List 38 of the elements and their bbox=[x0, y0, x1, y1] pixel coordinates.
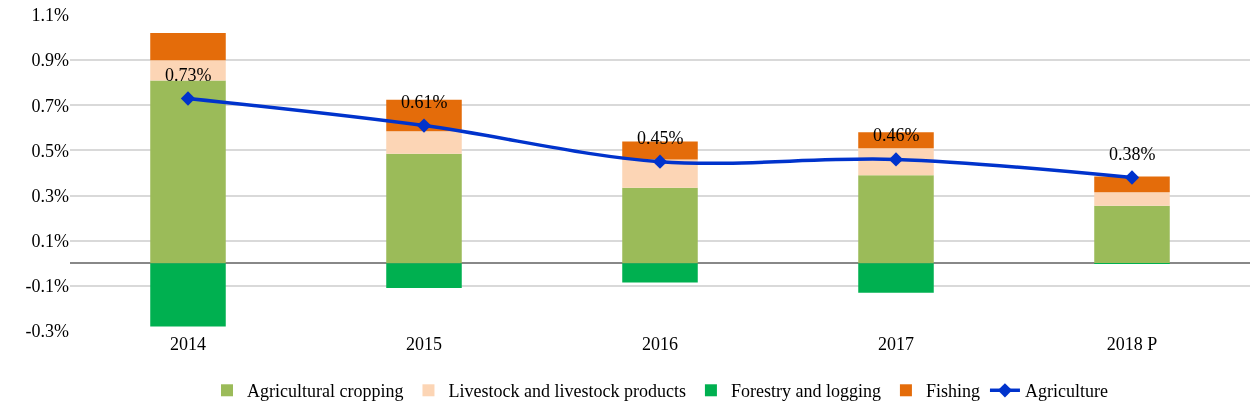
bar bbox=[150, 80, 226, 264]
bar bbox=[622, 187, 698, 264]
bar bbox=[1094, 192, 1170, 206]
data-label: 0.73% bbox=[165, 65, 212, 85]
point bbox=[416, 118, 432, 133]
x-tick-label: 2014 bbox=[170, 334, 206, 354]
point bbox=[888, 152, 904, 167]
bar bbox=[858, 175, 934, 264]
x-tick-label: 2015 bbox=[406, 334, 442, 354]
y-tick-label: 0.9% bbox=[31, 50, 69, 71]
y-tick-label: 0.5% bbox=[31, 140, 69, 161]
x-tick-label: 2017 bbox=[878, 334, 914, 354]
y-tick-label: 0.7% bbox=[31, 95, 69, 116]
y-tick-label: -0.3% bbox=[25, 321, 69, 342]
point bbox=[652, 154, 668, 169]
y-tick-label: 0.3% bbox=[31, 185, 69, 206]
y-tick-label: 1.1% bbox=[31, 5, 69, 26]
legend-label: Agriculture bbox=[1024, 381, 1108, 402]
bar bbox=[386, 153, 462, 264]
legend-label: Livestock and livestock products bbox=[448, 381, 686, 402]
bar bbox=[1094, 176, 1170, 193]
legend-label: Agricultural cropping bbox=[247, 381, 404, 402]
y-tick-label: 0.1% bbox=[31, 231, 69, 252]
bar bbox=[1094, 205, 1170, 264]
bar bbox=[386, 131, 462, 154]
bar bbox=[386, 263, 462, 289]
x-tick-label: 2018 P bbox=[1106, 334, 1158, 354]
point bbox=[180, 91, 196, 106]
y-tick-label: -0.1% bbox=[25, 276, 69, 297]
data-label: 0.38% bbox=[1109, 144, 1156, 164]
bar bbox=[150, 33, 226, 61]
legend-label: Fishing bbox=[925, 381, 980, 402]
legend-label: Forestry and logging bbox=[730, 381, 881, 402]
x-tick-label: 2016 bbox=[642, 334, 678, 354]
bar bbox=[150, 263, 226, 327]
bar bbox=[858, 263, 934, 293]
point bbox=[1124, 170, 1140, 185]
bar bbox=[622, 263, 698, 283]
